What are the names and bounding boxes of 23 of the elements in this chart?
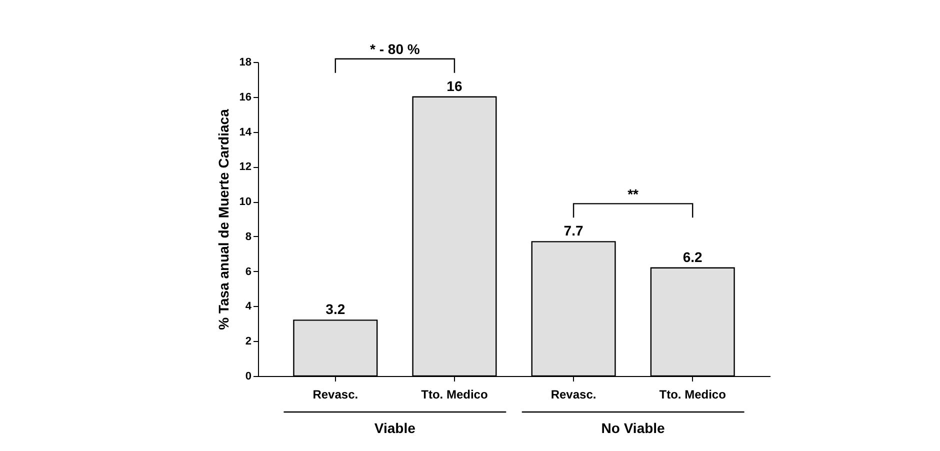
data-label: 3.2 <box>326 301 346 318</box>
y-tick-label: 16 <box>239 91 252 104</box>
y-tick-label: 8 <box>245 230 252 243</box>
y-tick-label: 14 <box>239 126 252 138</box>
annotation: ** <box>628 186 639 202</box>
y-tick-label: 10 <box>239 196 252 208</box>
y-tick-label: 0 <box>245 370 252 382</box>
x-tick-label: Revasc. <box>550 388 596 402</box>
data-label: 16 <box>446 78 462 94</box>
y-tick-label: 18 <box>239 56 252 68</box>
y-tick-label: 6 <box>245 266 252 278</box>
y-axis-title: % Tasa anual de Muerte Cardiaca <box>215 108 232 330</box>
text: Viable <box>374 420 416 436</box>
y-tick-label: 12 <box>239 161 252 174</box>
x-tick-label: Tto. Medico <box>659 388 726 402</box>
x-tick-label: Tto. Medico <box>421 388 488 402</box>
y-tick-label: 2 <box>245 336 252 348</box>
text: * - 80 % <box>370 40 420 57</box>
data-label: 6.2 <box>682 248 703 265</box>
y-tick-label: 4 <box>245 300 252 313</box>
x-tick-label: Revasc. <box>312 388 358 402</box>
text: No Viable <box>601 420 665 436</box>
data-label: 7.7 <box>564 222 584 239</box>
